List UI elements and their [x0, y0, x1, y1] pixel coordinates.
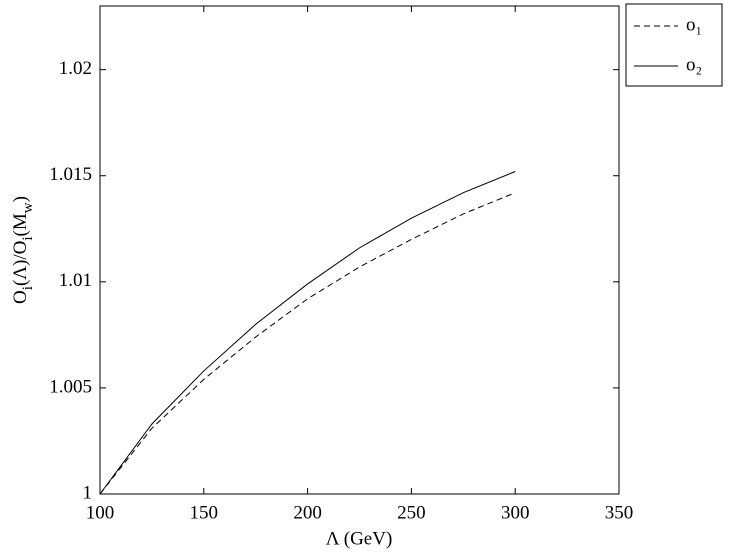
y-tick-label: 1 [83, 482, 93, 503]
x-axis-label: Λ (GeV) [326, 528, 393, 549]
series-line [99, 192, 516, 495]
y-tick-label: 1.02 [59, 58, 92, 79]
x-tick-label: 250 [397, 502, 426, 523]
x-tick-label: 200 [293, 502, 322, 523]
y-tick-label: 1.015 [49, 164, 92, 185]
legend-label: o₂ [686, 54, 702, 75]
plot-frame [99, 5, 620, 495]
x-tick-label: 300 [501, 502, 530, 523]
y-axis-label-part: (M [10, 213, 31, 236]
y-axis-label: Oi(Λ)/Oi(Mw) [10, 196, 36, 304]
y-axis-label-part: i [20, 236, 36, 240]
series-line [99, 171, 516, 495]
legend-box [625, 3, 723, 87]
y-axis-label-part: w [20, 202, 36, 213]
y-tick-label: 1.01 [59, 270, 92, 291]
x-tick-label: 150 [190, 502, 219, 523]
y-tick-label: 1.005 [49, 376, 92, 397]
x-tick-label: 350 [605, 502, 634, 523]
y-axis-label-part: i [20, 286, 36, 290]
legend-label: o₁ [686, 14, 702, 35]
y-axis-label-part: O [10, 290, 31, 304]
y-axis-label-part: (Λ)/O [10, 241, 31, 286]
x-tick-label: 100 [86, 502, 115, 523]
y-axis-label-part: ) [10, 196, 31, 202]
